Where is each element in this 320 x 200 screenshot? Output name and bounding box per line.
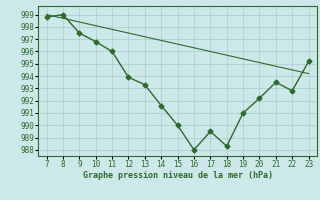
X-axis label: Graphe pression niveau de la mer (hPa): Graphe pression niveau de la mer (hPa): [83, 171, 273, 180]
